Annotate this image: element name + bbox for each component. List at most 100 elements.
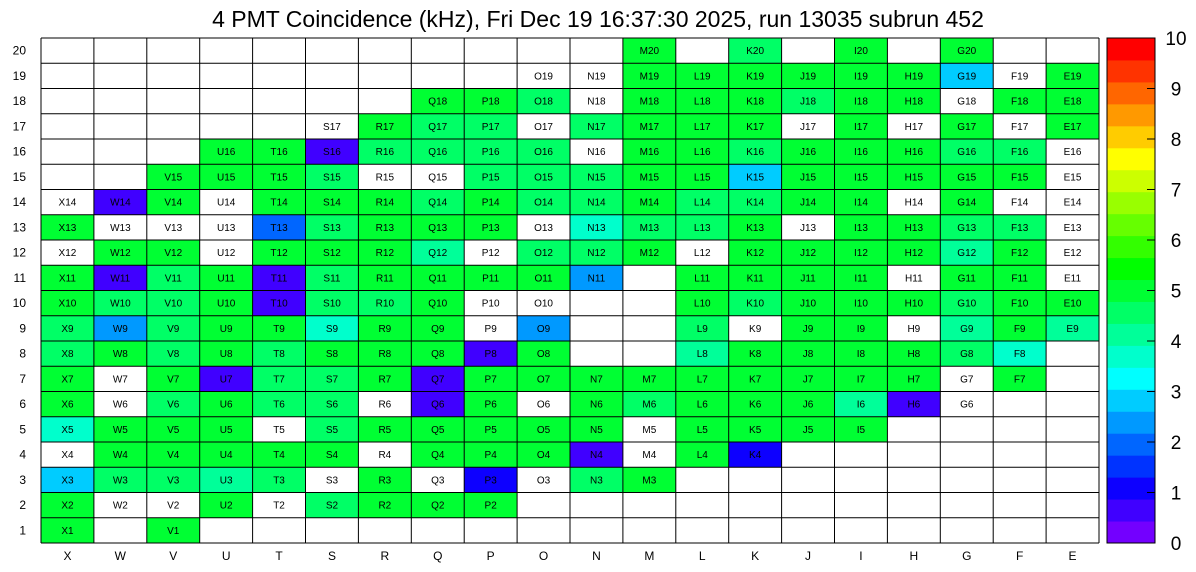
x-tick-label: W	[115, 549, 127, 563]
heatmap-cell	[940, 214, 994, 240]
cell-label: U6	[220, 400, 233, 411]
heatmap-cell	[252, 341, 306, 367]
heatmap-cell	[940, 164, 994, 190]
palette-swatch	[1107, 433, 1155, 456]
heatmap-cell	[781, 416, 835, 442]
heatmap-cell	[887, 88, 941, 114]
cell-label: X6	[61, 400, 74, 411]
cell-label: K11	[747, 273, 764, 284]
cell-label: K15	[746, 172, 764, 183]
cell-label: N7	[590, 374, 603, 385]
heatmap-cell	[622, 265, 676, 291]
palette-tick-label: 4	[1171, 332, 1182, 353]
heatmap-cell	[517, 341, 570, 367]
cell-label: N11	[588, 273, 606, 284]
cell-label: O8	[537, 349, 551, 360]
cell-label: Q13	[428, 223, 447, 234]
heatmap-cell	[622, 189, 676, 215]
x-tick-label: G	[962, 549, 971, 563]
heatmap-cell	[940, 442, 994, 468]
cell-label: N16	[587, 147, 606, 158]
cell-label: F8	[1014, 349, 1026, 360]
color-palette-labels: 0 1 2 3 4 5 6 7 8 9 10	[1147, 29, 1187, 555]
cell-label: K10	[746, 299, 764, 310]
heatmap-cell	[1046, 366, 1099, 392]
cell-label: L8	[697, 349, 709, 360]
cell-label: I9	[857, 324, 866, 335]
cell-label: V9	[167, 324, 180, 335]
heatmap-cell	[41, 139, 94, 165]
heatmap-cell	[305, 467, 359, 493]
heatmap-cell	[728, 492, 782, 518]
heatmap-cell	[305, 341, 359, 367]
cell-label: T7	[273, 374, 285, 385]
heatmap-cell	[887, 139, 941, 165]
cell-label: I5	[857, 425, 866, 436]
cell-label: O3	[537, 475, 551, 486]
cell-label: I10	[854, 299, 868, 310]
cell-label: L16	[694, 147, 711, 158]
heatmap-cell	[411, 113, 465, 139]
heatmap-cell	[146, 189, 200, 215]
cell-label: F9	[1014, 324, 1026, 335]
heatmap-cell	[622, 113, 676, 139]
palette-swatch	[1107, 38, 1155, 61]
cell-label: F12	[1011, 248, 1029, 259]
palette-swatch	[1107, 389, 1155, 412]
cell-label: N15	[587, 172, 606, 183]
heatmap-cell	[464, 517, 518, 543]
heatmap-cell	[464, 88, 518, 114]
cell-label: H12	[905, 248, 924, 259]
cell-label: T4	[273, 450, 285, 461]
heatmap-cell	[1046, 442, 1099, 468]
heatmap-cell	[199, 38, 253, 64]
palette-tick-label: 8	[1171, 130, 1182, 151]
cell-label: P17	[482, 122, 500, 133]
cell-label: G14	[957, 198, 976, 209]
heatmap-cell	[199, 214, 253, 240]
heatmap-cell	[305, 214, 359, 240]
heatmap-cell	[675, 391, 729, 417]
cell-label: O13	[534, 223, 553, 234]
cell-label: I18	[854, 97, 868, 108]
heatmap-cell	[675, 38, 729, 64]
heatmap-cell	[411, 416, 465, 442]
cell-label: Q11	[429, 273, 448, 284]
heatmap-cell	[358, 492, 412, 518]
cell-label: G9	[960, 324, 974, 335]
heatmap-cell	[675, 214, 729, 240]
heatmap-cell	[834, 467, 888, 493]
heatmap-cell	[41, 214, 94, 240]
cell-label: J12	[800, 248, 817, 259]
heatmap-cell	[887, 63, 941, 89]
heatmap-cell	[252, 442, 306, 468]
heatmap-cell	[887, 341, 941, 367]
cell-label: H17	[905, 122, 924, 133]
heatmap-cell	[675, 315, 729, 341]
heatmap-cell	[728, 416, 782, 442]
heatmap-cell	[199, 240, 253, 266]
heatmap-cell	[41, 315, 94, 341]
heatmap-cell	[146, 88, 200, 114]
heatmap-cell	[464, 139, 518, 165]
heatmap-cell	[570, 139, 623, 165]
cell-label: J13	[800, 223, 817, 234]
cell-label: W7	[113, 374, 128, 385]
heatmap-cell	[940, 113, 994, 139]
cell-label: Q10	[428, 299, 447, 310]
cell-label: N19	[587, 71, 606, 82]
heatmap-cell	[675, 139, 729, 165]
heatmap-cell	[517, 63, 570, 89]
heatmap-cell	[781, 63, 835, 89]
heatmap-cell	[464, 189, 518, 215]
heatmap-cell	[252, 391, 306, 417]
heatmap-cell	[940, 315, 994, 341]
cell-label: R14	[376, 198, 395, 209]
cell-label: L11	[694, 273, 710, 284]
heatmap-cell	[940, 366, 994, 392]
x-tick-label: J	[805, 549, 811, 563]
heatmap-cell	[517, 265, 570, 291]
cell-label: W9	[113, 324, 128, 335]
heatmap-cell	[728, 290, 782, 316]
cell-label: V13	[164, 223, 182, 234]
